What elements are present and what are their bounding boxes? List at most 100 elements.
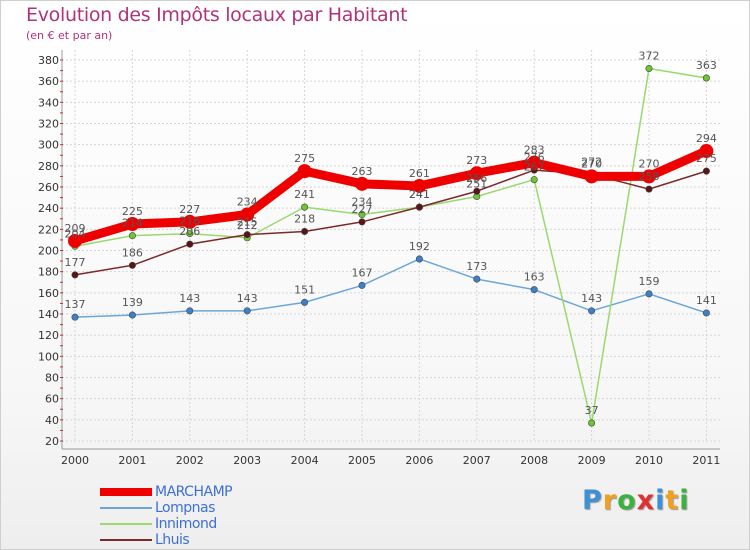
data-point-marchamp-2007 — [469, 166, 484, 181]
data-label-lompnas-2008: 163 — [524, 271, 545, 284]
data-point-lhuis-2007 — [473, 187, 481, 195]
data-label-lhuis-2010: 258 — [639, 170, 660, 183]
data-point-marchamp-2001 — [125, 217, 140, 232]
y-tick-label-40: 40 — [45, 414, 59, 427]
y-tick-label-100: 100 — [38, 350, 59, 363]
y-tick-label-80: 80 — [45, 372, 59, 385]
logo-letter: x — [636, 485, 656, 516]
data-label-marchamp-2002: 227 — [179, 203, 200, 216]
x-tick-label-2002: 2002 — [176, 454, 204, 467]
data-point-lompnas-2006 — [415, 255, 423, 263]
data-point-lhuis-2010 — [645, 185, 653, 193]
y-tick-label-160: 160 — [38, 287, 59, 300]
data-label-lompnas-2001: 139 — [122, 296, 143, 309]
data-point-innimond-2011 — [702, 74, 710, 82]
data-label-innimond-2001: 214 — [122, 217, 143, 230]
data-label-marchamp-2000: 209 — [65, 222, 86, 235]
data-label-lhuis-2000: 177 — [65, 256, 86, 269]
data-label-lompnas-2005: 167 — [352, 266, 373, 279]
y-tick-label-360: 360 — [38, 75, 59, 88]
logo-letter: i — [679, 485, 690, 516]
logo-letter: o — [617, 485, 637, 516]
data-label-innimond-2011: 363 — [696, 59, 717, 72]
data-point-lompnas-2001 — [128, 311, 136, 319]
x-tick-label-2000: 2000 — [61, 454, 89, 467]
series-line-innimond — [74, 67, 708, 424]
data-label-innimond-2009: 37 — [585, 404, 599, 417]
data-label-marchamp-2005: 263 — [352, 165, 373, 178]
data-point-marchamp-2002 — [182, 214, 197, 229]
data-label-marchamp-2001: 225 — [122, 205, 143, 218]
data-label-lompnas-2006: 192 — [409, 240, 430, 253]
data-label-lompnas-2010: 159 — [639, 275, 660, 288]
legend-swatch — [100, 539, 152, 541]
data-point-lompnas-2011 — [702, 309, 710, 317]
data-label-marchamp-2010: 270 — [639, 157, 660, 170]
chart-subtitle: (en € et par an) — [26, 29, 113, 42]
y-tick-label-200: 200 — [38, 245, 59, 258]
y-tick-label-240: 240 — [38, 202, 59, 215]
data-point-lompnas-2002 — [186, 307, 194, 315]
data-label-lhuis-2008: 276 — [524, 151, 545, 164]
data-label-innimond-2003: 212 — [237, 219, 258, 232]
data-label-lhuis-2011: 275 — [696, 152, 717, 165]
x-tick-label-2010: 2010 — [635, 454, 663, 467]
data-point-marchamp-2010 — [642, 169, 656, 184]
data-label-innimond-2007: 251 — [466, 178, 487, 191]
x-tick-label-2011: 2011 — [692, 454, 720, 467]
y-tick-label-60: 60 — [45, 393, 59, 406]
data-label-marchamp-2007: 273 — [466, 154, 487, 167]
series-line-lompnas — [74, 258, 708, 318]
data-point-lhuis-2001 — [128, 261, 136, 269]
data-label-lompnas-2000: 137 — [65, 298, 86, 311]
logo-letter: r — [602, 485, 618, 516]
data-point-lompnas-2010 — [645, 290, 653, 298]
legend-swatch — [100, 507, 152, 509]
data-label-marchamp-2011: 294 — [696, 132, 717, 145]
data-label-lhuis-2006: 241 — [409, 188, 430, 201]
logo-letter: i — [655, 485, 666, 516]
data-label-marchamp-2004: 275 — [294, 152, 315, 165]
data-point-innimond-2002 — [186, 230, 194, 238]
data-label-lhuis-2009: 272 — [581, 155, 602, 168]
data-label-innimond-2002: 216 — [179, 215, 200, 228]
data-label-lhuis-2002: 206 — [179, 225, 200, 238]
data-point-lompnas-2003 — [243, 307, 251, 315]
data-point-innimond-2009 — [588, 419, 596, 427]
data-point-marchamp-2008 — [527, 155, 542, 170]
data-point-innimond-2004 — [301, 203, 309, 211]
data-point-innimond-2010 — [645, 64, 653, 72]
data-point-marchamp-2006 — [412, 178, 427, 193]
y-tick-label-120: 120 — [38, 329, 59, 342]
data-point-lompnas-2007 — [473, 275, 481, 283]
legend-label: Innimond — [155, 516, 217, 532]
data-point-lompnas-2009 — [588, 307, 596, 315]
x-tick-label-2001: 2001 — [118, 454, 146, 467]
data-point-marchamp-2011 — [699, 144, 714, 159]
data-point-marchamp-2003 — [240, 207, 255, 222]
legend-label: Lhuis — [155, 532, 190, 548]
proxiti-logo[interactable]: Proxiti — [582, 485, 690, 516]
logo-letter: P — [582, 485, 603, 516]
legend-swatch — [100, 488, 152, 496]
data-point-lhuis-2005 — [358, 218, 366, 226]
data-point-lhuis-2011 — [702, 167, 710, 175]
data-label-marchamp-2008: 283 — [524, 144, 545, 157]
x-tick-label-2003: 2003 — [233, 454, 261, 467]
data-point-innimond-2005 — [358, 211, 366, 219]
data-label-marchamp-2003: 234 — [237, 196, 258, 209]
data-label-lompnas-2002: 143 — [179, 292, 200, 305]
data-point-lompnas-2005 — [358, 281, 366, 289]
data-point-marchamp-2005 — [355, 176, 369, 191]
logo-letter: t — [665, 485, 680, 516]
data-label-lhuis-2001: 186 — [122, 246, 143, 259]
legend-label: Lompnas — [155, 500, 215, 516]
x-tick-label-2008: 2008 — [520, 454, 548, 467]
legend-swatch — [100, 523, 152, 525]
y-tick-label-320: 320 — [38, 118, 59, 131]
data-point-lhuis-2000 — [71, 271, 79, 279]
y-tick-label-300: 300 — [38, 139, 59, 152]
y-tick-label-280: 280 — [38, 160, 59, 173]
